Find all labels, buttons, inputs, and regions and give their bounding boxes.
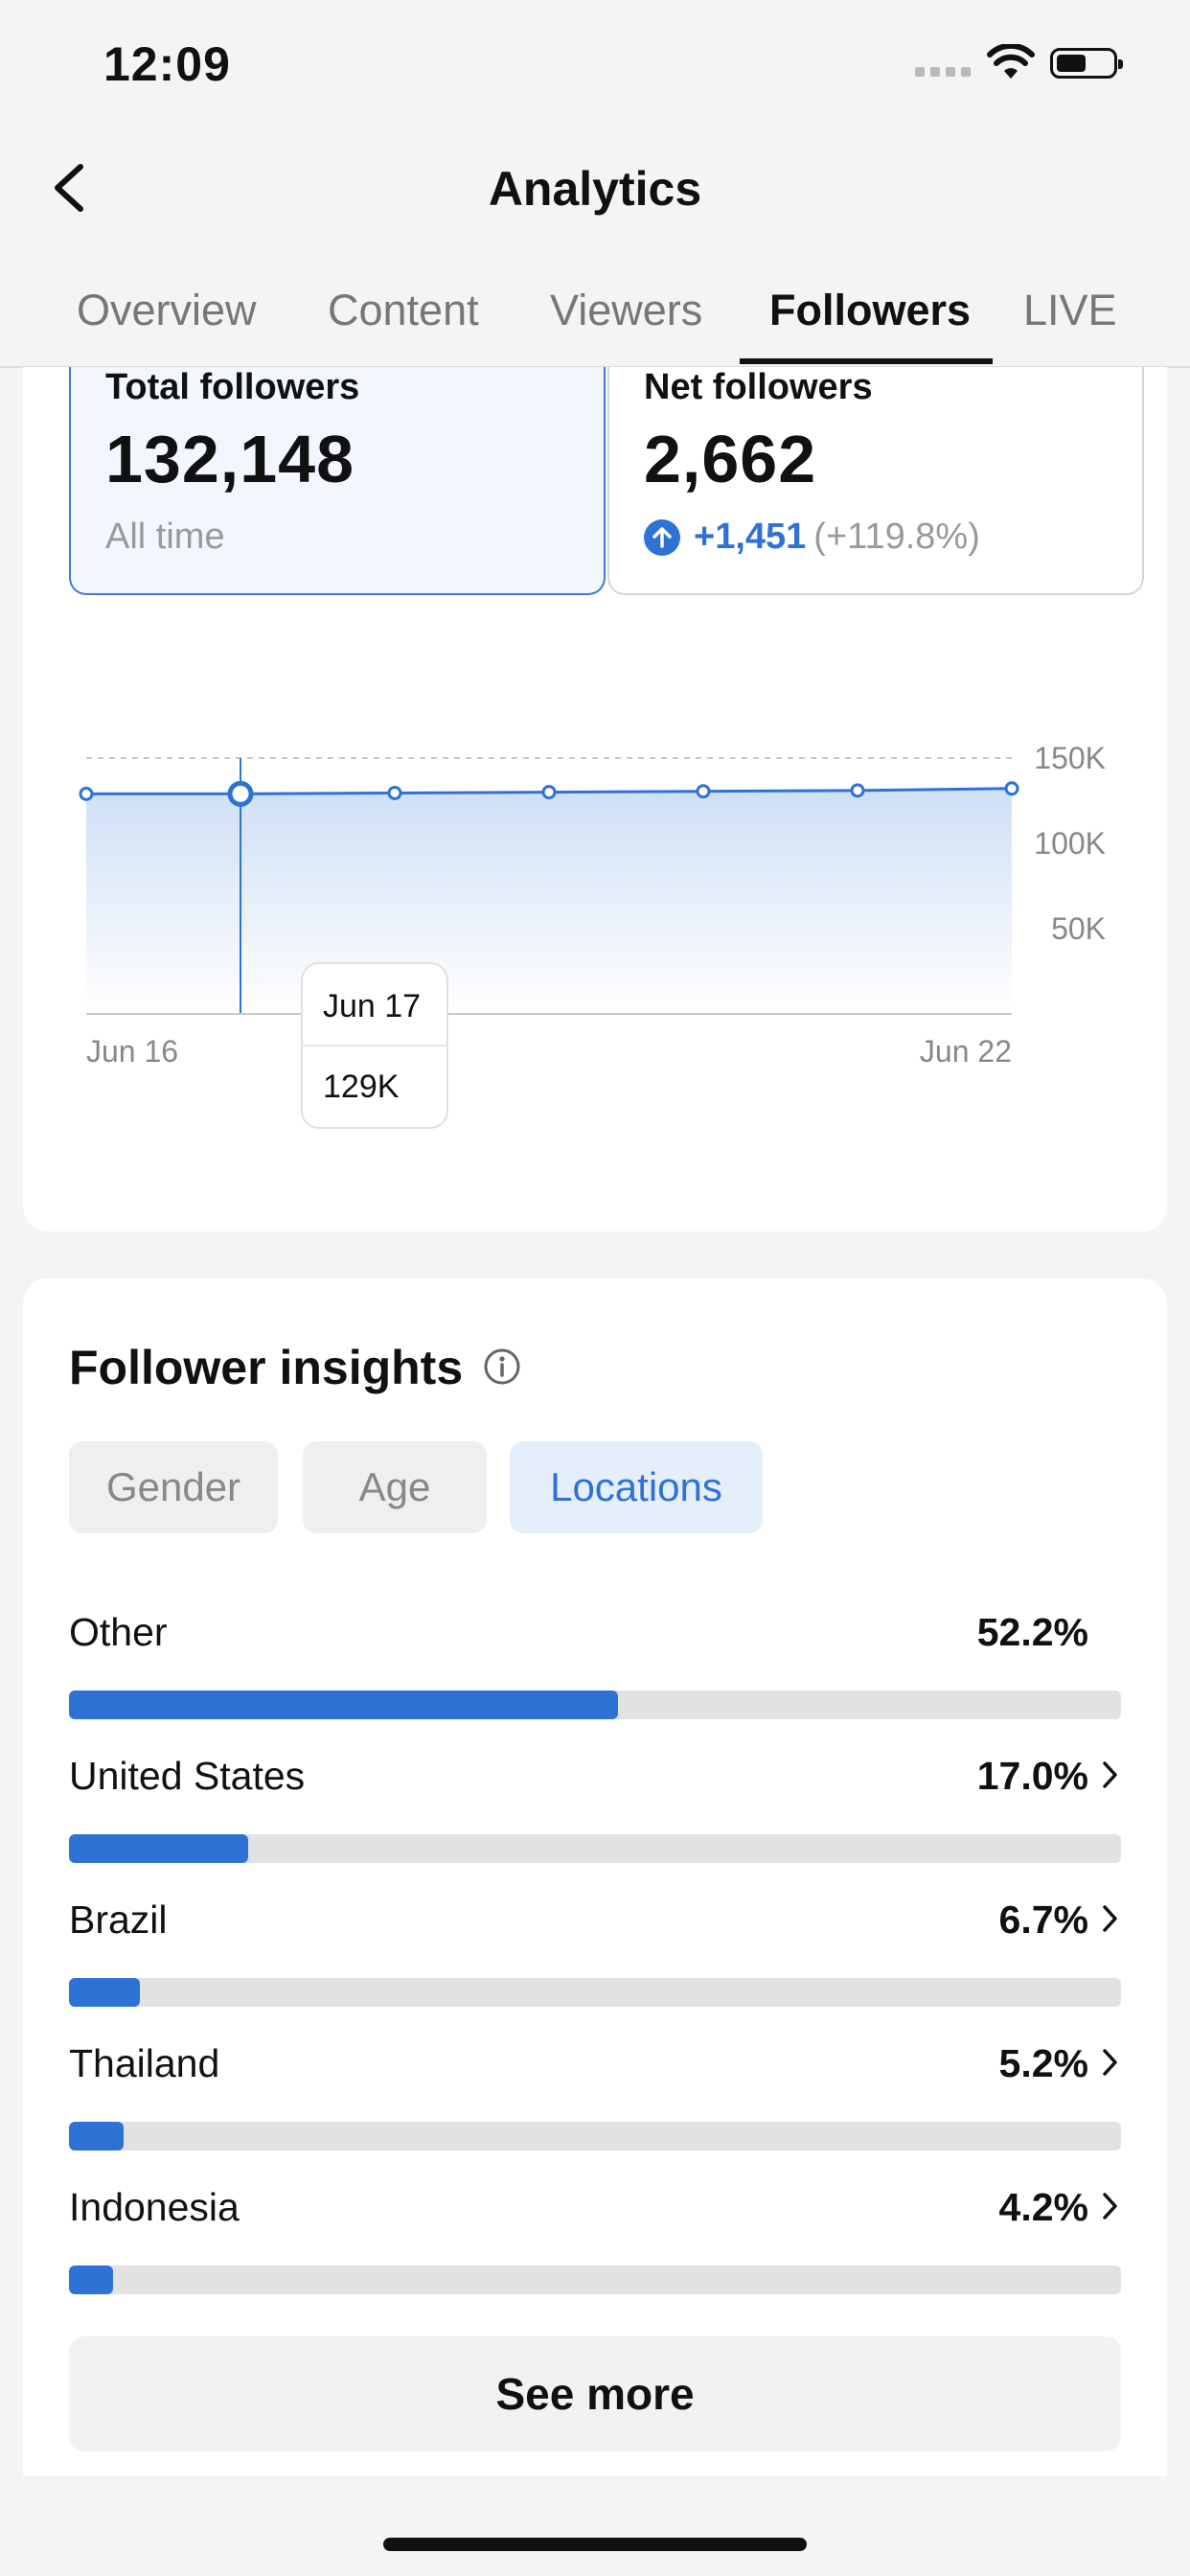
location-name: United States bbox=[69, 1754, 306, 1798]
location-bar-fill bbox=[69, 1978, 140, 2007]
total-followers-stat[interactable]: Total followers 132,148 All time bbox=[69, 367, 606, 595]
location-name: Indonesia bbox=[69, 2185, 240, 2229]
followers-chart[interactable]: 150K 100K 50K Jun 16 Jun 22 Jun 17 129K bbox=[23, 645, 1167, 1182]
chart-data-point[interactable] bbox=[79, 786, 94, 801]
location-bar-track bbox=[69, 2266, 1121, 2294]
chart-data-point[interactable] bbox=[227, 780, 254, 807]
tooltip-value: 129K bbox=[323, 1069, 400, 1105]
followers-card: Total followers 132,148 All time Net fol… bbox=[23, 367, 1167, 1231]
info-icon[interactable] bbox=[483, 1347, 521, 1386]
chevron-right-icon bbox=[1103, 1905, 1117, 1932]
location-row[interactable]: United States 17.0% bbox=[69, 1754, 1121, 1869]
tab-active-indicator bbox=[740, 358, 993, 364]
location-bar-track bbox=[69, 1690, 1121, 1719]
tab-content[interactable]: Content bbox=[328, 286, 479, 334]
total-followers-period: All time bbox=[105, 517, 225, 557]
y-tick-label: 100K bbox=[1034, 826, 1106, 861]
total-followers-label: Total followers bbox=[105, 367, 360, 407]
follower-insights-card: Follower insights Gender Age Locations O… bbox=[23, 1278, 1167, 2476]
net-followers-label: Net followers bbox=[644, 367, 873, 407]
tab-viewers[interactable]: Viewers bbox=[550, 286, 703, 334]
tooltip-date: Jun 17 bbox=[323, 988, 421, 1024]
chevron-right-icon bbox=[1103, 1761, 1117, 1788]
back-chevron-icon[interactable] bbox=[42, 159, 100, 217]
arrow-up-circle-icon bbox=[644, 518, 680, 556]
page-title: Analytics bbox=[488, 162, 702, 216]
location-percent: 5.2% bbox=[998, 2041, 1088, 2085]
chart-data-point[interactable] bbox=[1004, 781, 1019, 796]
location-bar-fill bbox=[69, 2266, 114, 2294]
tab-followers[interactable]: Followers bbox=[769, 286, 972, 334]
chip-locations[interactable]: Locations bbox=[510, 1441, 763, 1533]
net-followers-change: +1,451 (+119.8%) bbox=[644, 517, 980, 558]
location-bar-fill bbox=[69, 1690, 619, 1719]
location-percent: 6.7% bbox=[998, 1898, 1088, 1942]
chart-area-fill bbox=[86, 788, 1012, 1014]
location-percent: 4.2% bbox=[998, 2185, 1088, 2229]
follower-insights-title: Follower insights bbox=[69, 1341, 464, 1394]
location-percent: 17.0% bbox=[976, 1754, 1088, 1798]
location-bar-track bbox=[69, 1834, 1121, 1863]
location-bar-track bbox=[69, 2122, 1121, 2150]
tab-bar: Overview Content Viewers Followers LIVE bbox=[0, 278, 1190, 368]
chart-tooltip: Jun 17 129K bbox=[301, 962, 448, 1129]
location-name: Thailand bbox=[69, 2041, 220, 2085]
chart-data-point[interactable] bbox=[387, 785, 402, 800]
net-followers-value: 2,662 bbox=[644, 422, 817, 496]
chip-gender[interactable]: Gender bbox=[69, 1441, 278, 1533]
location-row[interactable]: Brazil 6.7% bbox=[69, 1898, 1121, 2012]
status-bar: 12:09 bbox=[0, 0, 1190, 125]
chart-data-point[interactable] bbox=[541, 785, 557, 800]
location-row: Other 52.2% bbox=[69, 1610, 1121, 1725]
chevron-right-icon bbox=[1103, 2049, 1117, 2076]
status-time: 12:09 bbox=[103, 37, 231, 91]
cellular-signal-icon bbox=[915, 67, 971, 77]
location-row[interactable]: Indonesia 4.2% bbox=[69, 2185, 1121, 2300]
chart-data-point[interactable] bbox=[850, 783, 865, 798]
battery-icon bbox=[1050, 48, 1123, 79]
net-change-value: +1,451 bbox=[694, 517, 807, 557]
location-name: Other bbox=[69, 1610, 168, 1654]
location-row[interactable]: Thailand 5.2% bbox=[69, 2041, 1121, 2156]
wifi-icon bbox=[987, 44, 1035, 79]
chart-data-point[interactable] bbox=[696, 784, 711, 799]
see-more-button[interactable]: See more bbox=[69, 2336, 1121, 2451]
tab-overview[interactable]: Overview bbox=[77, 286, 257, 334]
home-indicator[interactable] bbox=[383, 2538, 807, 2551]
total-followers-value: 132,148 bbox=[105, 422, 355, 496]
location-bar-fill bbox=[69, 1834, 248, 1863]
location-bar-track bbox=[69, 1978, 1121, 2007]
y-tick-label: 50K bbox=[1051, 911, 1106, 946]
chip-age[interactable]: Age bbox=[303, 1441, 487, 1533]
x-tick-label-end: Jun 22 bbox=[920, 1034, 1012, 1069]
x-tick-label-start: Jun 16 bbox=[86, 1034, 178, 1069]
location-percent: 52.2% bbox=[976, 1610, 1088, 1654]
location-name: Brazil bbox=[69, 1898, 168, 1942]
net-change-percent: (+119.8%) bbox=[813, 517, 980, 557]
net-followers-stat[interactable]: Net followers 2,662 +1,451 (+119.8%) bbox=[607, 367, 1144, 595]
chevron-right-icon bbox=[1103, 2193, 1117, 2220]
y-tick-label: 150K bbox=[1034, 741, 1106, 775]
tab-live[interactable]: LIVE bbox=[1023, 286, 1117, 334]
location-bar-fill bbox=[69, 2122, 125, 2150]
